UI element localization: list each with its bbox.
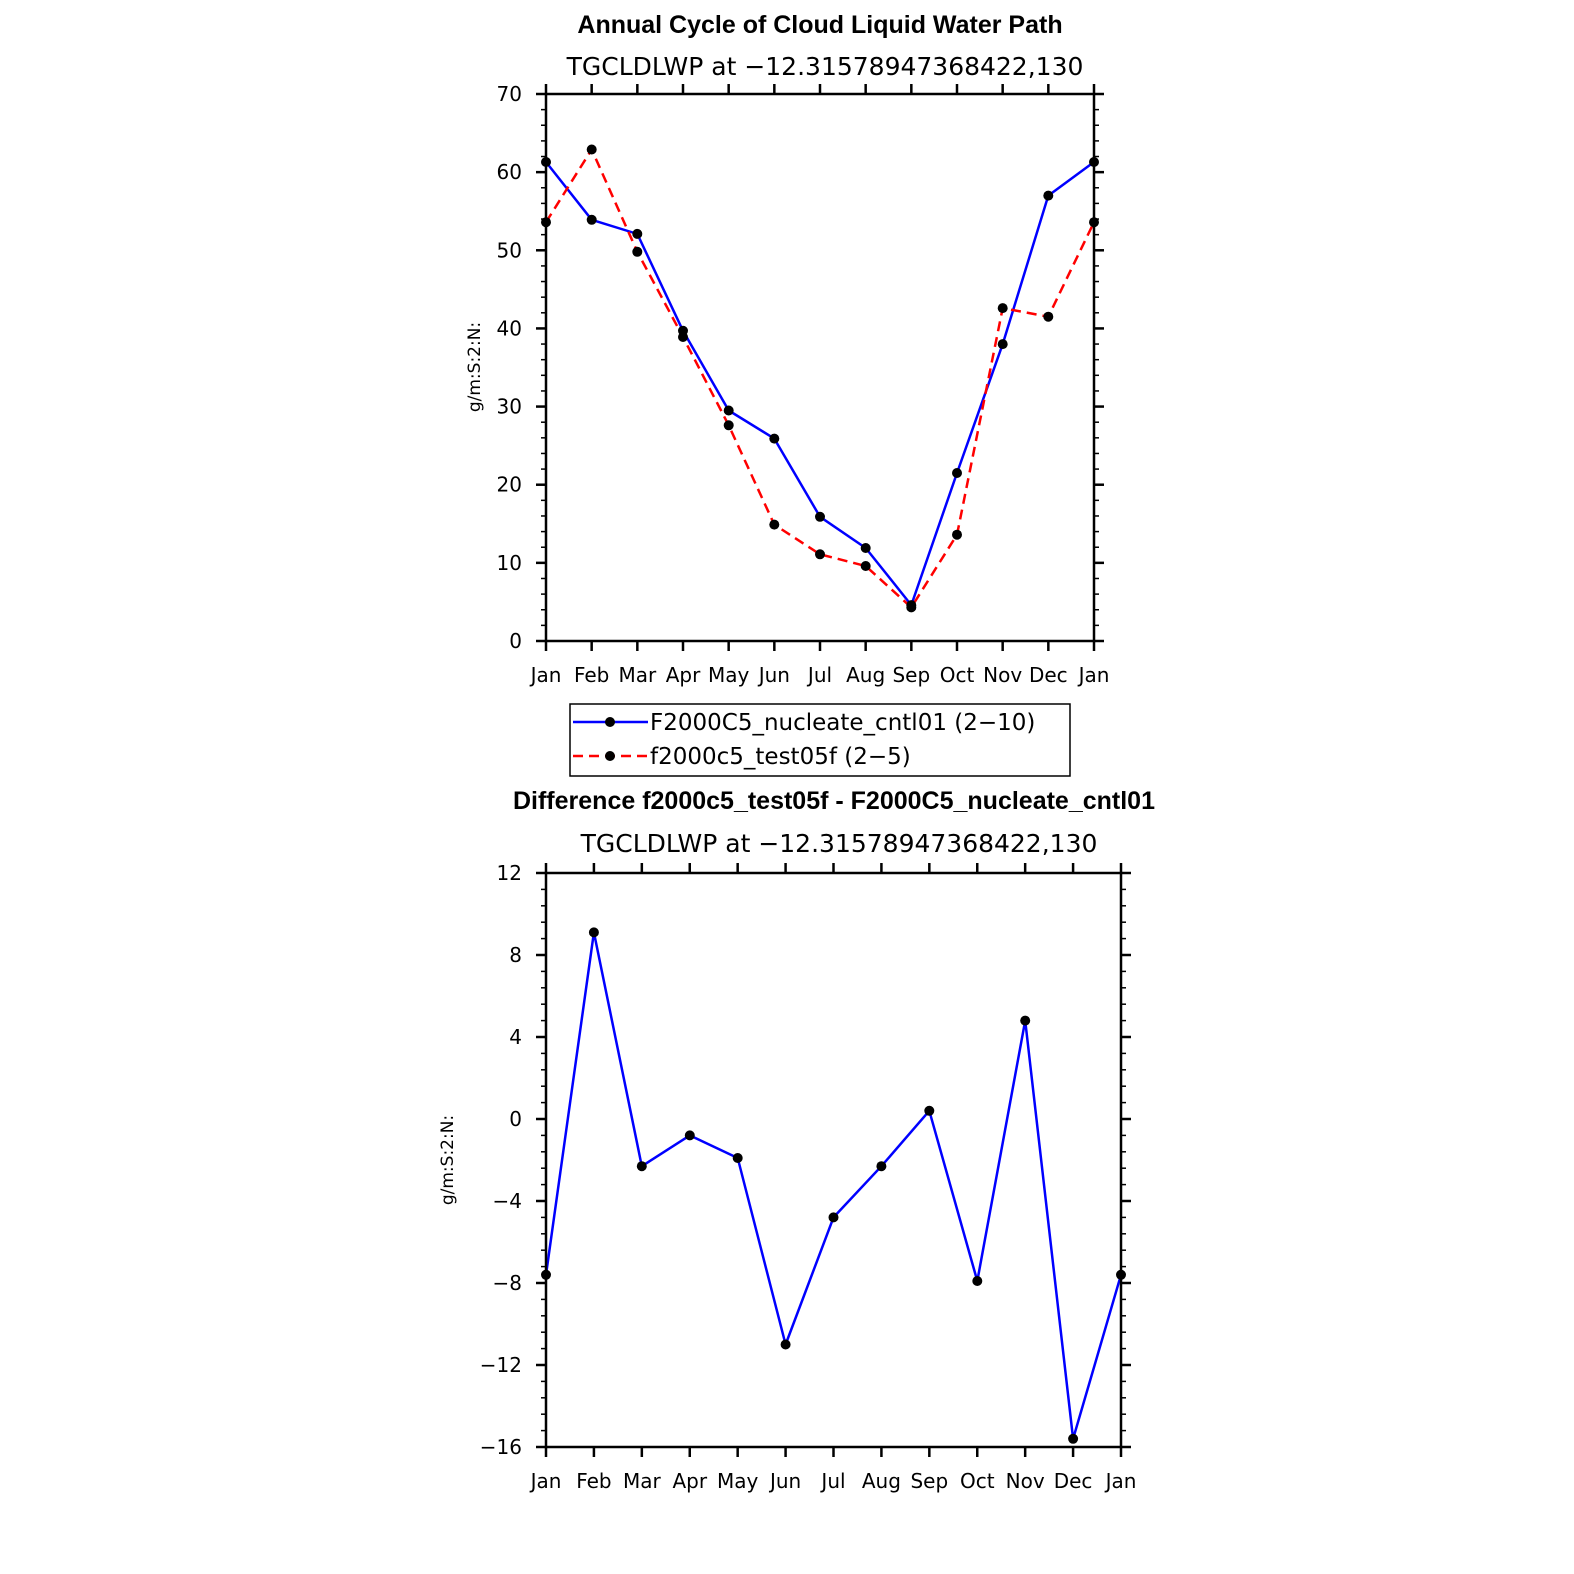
series-0-point — [636, 1161, 647, 1172]
series-1-point — [632, 246, 643, 257]
series-line-0 — [545, 160, 1095, 607]
series-1-point — [1043, 311, 1054, 322]
series-0-point — [924, 1105, 935, 1116]
x-tick-label: Apr — [666, 663, 701, 687]
y-axis-label: g/m:S:2:N: — [438, 1115, 458, 1205]
y-tick-label: 50 — [497, 238, 522, 262]
series-0-point — [1043, 190, 1054, 201]
series-0-point — [632, 228, 643, 239]
y-tick-label: 20 — [497, 473, 522, 497]
y-tick-label: 60 — [497, 160, 522, 184]
series-1-point — [586, 144, 597, 155]
series-0-point — [972, 1276, 983, 1286]
y-tick-label: 30 — [497, 395, 522, 419]
series-1-point — [723, 420, 734, 431]
y-tick-label: 40 — [497, 316, 522, 340]
y-tick-label: 70 — [497, 82, 522, 106]
x-tick-label: Jun — [757, 663, 790, 687]
y-tick-label: −16 — [480, 1435, 522, 1459]
y-tick-label: 10 — [497, 551, 522, 575]
series-0-point — [1020, 1015, 1031, 1026]
chart-title: Annual Cycle of Cloud Liquid Water Path — [577, 11, 1062, 39]
series-0-point — [684, 1130, 695, 1141]
x-tick-label: Jan — [1104, 1469, 1137, 1493]
x-tick-label: Jan — [529, 1469, 562, 1493]
series-line-0 — [544, 931, 1123, 1441]
y-tick-label: −8 — [493, 1271, 522, 1295]
series-1-point — [815, 549, 825, 560]
series-line-1 — [544, 148, 1096, 609]
legend-box — [569, 703, 1071, 777]
y-tick-label: 8 — [509, 943, 522, 967]
y-tick-label: 12 — [497, 861, 522, 885]
series-0-point — [769, 433, 780, 444]
x-tick-label: Mar — [623, 1469, 662, 1493]
x-tick-label: May — [717, 1469, 759, 1493]
series-0-point — [952, 468, 962, 478]
x-tick-label: Jul — [819, 1469, 845, 1493]
x-tick-label: Jan — [1077, 663, 1110, 687]
legend: F2000C5_nucleate_cntl01 (2−10) f2000c5_t… — [569, 703, 1071, 777]
series-0-point — [876, 1161, 887, 1172]
legend-label-test: f2000c5_test05f (2−5) — [650, 744, 911, 770]
series-1-point — [769, 519, 780, 530]
x-tick-label: Mar — [618, 663, 657, 687]
x-tick-label: Apr — [672, 1469, 707, 1493]
x-tick-label: Oct — [940, 663, 975, 687]
legend-marker-cntl — [605, 717, 615, 727]
series-1-point — [997, 303, 1008, 314]
series-0-point — [732, 1153, 743, 1163]
x-tick-label: Jan — [529, 663, 562, 687]
x-tick-label: Nov — [983, 663, 1022, 687]
y-tick-label: −4 — [493, 1189, 522, 1213]
x-tick-label: Sep — [892, 663, 930, 687]
series-1-point — [952, 529, 962, 540]
series-0-point — [997, 339, 1008, 350]
x-tick-label: Jul — [806, 663, 832, 687]
legend-label-cntl: F2000C5_nucleate_cntl01 (2−10) — [650, 710, 1035, 736]
series-1-point — [906, 602, 917, 613]
series-1-point — [678, 332, 688, 342]
plot-frame — [544, 871, 1123, 1449]
x-tick-label: Oct — [960, 1469, 995, 1493]
chart-subtitle: TGCLDLWP at −12.31578947368422,130 — [580, 829, 1098, 858]
y-tick-label: −12 — [480, 1353, 522, 1377]
annual-cycle-chart: Annual Cycle of Cloud Liquid Water Path … — [465, 11, 1110, 777]
x-tick-label: Aug — [846, 663, 885, 687]
x-tick-label: Feb — [576, 1469, 611, 1493]
series-0-point — [723, 405, 734, 416]
y-tick-label: 4 — [509, 1025, 522, 1049]
x-tick-label: Feb — [574, 663, 609, 687]
x-tick-label: Dec — [1029, 663, 1068, 687]
series-1-point — [860, 561, 871, 571]
y-tick-label: 0 — [509, 629, 522, 653]
x-tick-label: Aug — [862, 1469, 901, 1493]
x-tick-label: Sep — [910, 1469, 948, 1493]
series-0-point — [828, 1212, 839, 1223]
legend-marker-test — [605, 751, 615, 761]
x-tick-label: Jun — [768, 1469, 801, 1493]
x-tick-label: Dec — [1054, 1469, 1093, 1493]
chart-subtitle: TGCLDLWP at −12.31578947368422,130 — [566, 52, 1084, 81]
series-0-point — [860, 543, 871, 553]
series-0-point — [588, 927, 599, 938]
y-tick-label: 0 — [509, 1107, 522, 1131]
chart-title: Difference f2000c5_test05f - F2000C5_nuc… — [513, 787, 1155, 815]
series-0-point — [780, 1339, 791, 1350]
x-tick-label: May — [708, 663, 750, 687]
y-axis-label: g/m:S:2:N: — [465, 322, 485, 412]
series-0-point — [1068, 1433, 1079, 1444]
x-tick-label: Nov — [1006, 1469, 1045, 1493]
series-0-point — [815, 511, 825, 522]
series-0-point — [586, 214, 597, 225]
difference-chart: Difference f2000c5_test05f - F2000C5_nuc… — [438, 787, 1155, 1493]
